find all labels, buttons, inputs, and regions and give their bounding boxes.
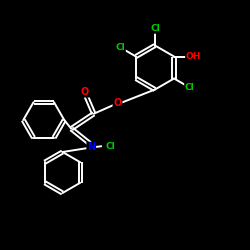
Text: Cl: Cl xyxy=(115,43,125,52)
Text: Cl: Cl xyxy=(185,83,195,92)
Text: OH: OH xyxy=(186,52,201,61)
Text: Cl: Cl xyxy=(150,24,160,33)
Text: N: N xyxy=(87,142,95,152)
Text: Cl: Cl xyxy=(105,142,115,151)
Text: O: O xyxy=(114,98,122,108)
Text: O: O xyxy=(81,87,89,97)
